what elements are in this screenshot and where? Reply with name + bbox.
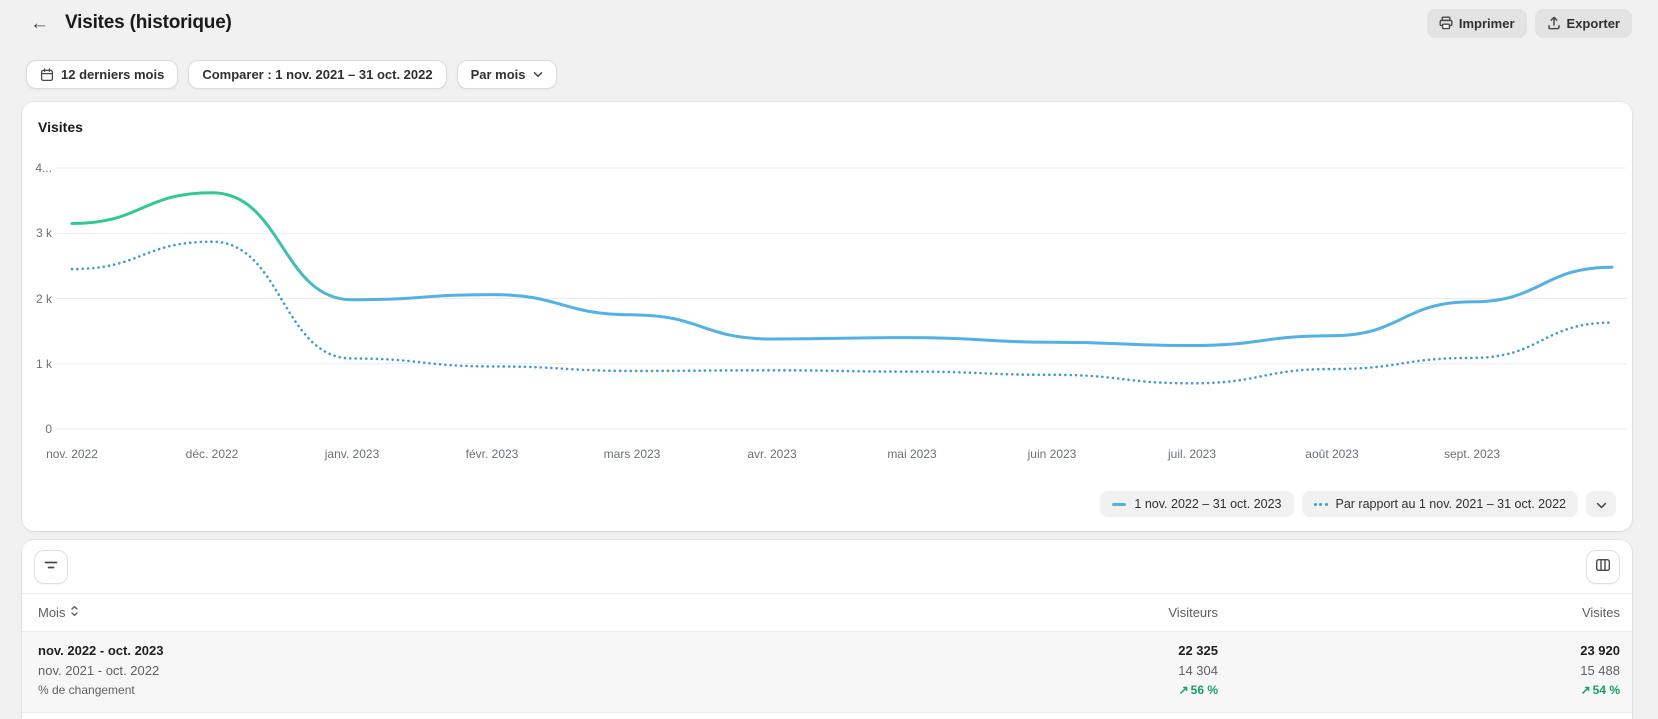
legend-comparison-period[interactable]: Par rapport au 1 nov. 2021 – 31 oct. 202… <box>1301 491 1578 517</box>
page-title: Visites (historique) <box>65 12 232 33</box>
granularity-label: Par mois <box>470 67 526 82</box>
table-toolbar <box>22 540 1632 594</box>
compare-label: Comparer : 1 nov. 2021 – 31 oct. 2022 <box>202 67 433 82</box>
visiteurs-value: 14 304 <box>1178 663 1218 678</box>
date-range-pill[interactable]: 12 derniers mois <box>26 60 179 89</box>
x-axis-tick-label: avr. 2023 <box>747 447 797 461</box>
visits-table-card: Mois Visiteurs Visites nov. 2022 - oct. … <box>22 540 1632 719</box>
table-row-previous-period: nov. 2021 - oct. 2022 14 304 15 488 <box>22 661 1632 681</box>
export-icon <box>1547 16 1561 30</box>
x-axis-tick-label: févr. 2023 <box>465 447 519 461</box>
legend-collapse-button[interactable] <box>1586 491 1616 517</box>
visits-chart-card: Visites 4... 3 k 2 k 1 k 0 nov. 2022 déc. 202… <box>22 102 1632 531</box>
printer-icon <box>1439 16 1453 30</box>
top-bar: ← Visites (historique) Imprimer Exporter <box>0 0 1658 46</box>
chart-legend: 1 nov. 2022 – 31 oct. 2023 Par rapport a… <box>1100 491 1616 517</box>
y-axis-tick-label: 2 k <box>35 291 52 306</box>
x-axis-tick-label: août 2023 <box>1305 447 1359 461</box>
trend-up-icon: ↗ <box>1178 683 1189 697</box>
y-axis-tick-label: 1 k <box>35 356 52 371</box>
date-range-label: 12 derniers mois <box>61 67 165 82</box>
filter-bar: 12 derniers mois Comparer : 1 nov. 2021 … <box>26 60 557 89</box>
export-button-label: Exporter <box>1566 15 1620 31</box>
table-row-percent-change: % de changement ↗ 56 % ↗ 54 % <box>22 681 1632 701</box>
x-axis-tick-label: mars 2023 <box>603 447 661 461</box>
column-header-visiteurs[interactable]: Visiteurs <box>1168 605 1218 620</box>
columns-icon <box>1595 558 1611 575</box>
columns-button[interactable] <box>1586 549 1620 584</box>
visiteurs-change-value: ↗ 56 % <box>1178 683 1218 697</box>
legend-current-period-label: 1 nov. 2022 – 31 oct. 2023 <box>1134 497 1282 511</box>
visites-value: 23 920 <box>1580 643 1620 658</box>
back-button[interactable]: ← <box>26 12 53 35</box>
table-next-row-partial <box>22 713 1632 719</box>
row-label: % de changement <box>38 683 135 697</box>
table-row-group[interactable]: nov. 2022 - oct. 2023 22 325 23 920 nov.… <box>22 632 1632 713</box>
legend-current-period[interactable]: 1 nov. 2022 – 31 oct. 2023 <box>1100 491 1294 517</box>
print-button[interactable]: Imprimer <box>1426 9 1527 37</box>
trend-up-icon: ↗ <box>1580 683 1591 697</box>
legend-comparison-period-label: Par rapport au 1 nov. 2021 – 31 oct. 202… <box>1335 497 1567 511</box>
row-label: nov. 2022 - oct. 2023 <box>38 643 164 658</box>
compare-pill[interactable]: Comparer : 1 nov. 2021 – 31 oct. 2022 <box>188 60 447 89</box>
granularity-pill[interactable]: Par mois <box>456 60 557 89</box>
sort-icon <box>70 605 79 620</box>
visits-line-chart <box>56 167 1626 430</box>
row-label: nov. 2021 - oct. 2022 <box>38 663 160 678</box>
visites-change-value: ↗ 54 % <box>1580 683 1620 697</box>
column-header-mois-label: Mois <box>38 605 66 620</box>
x-axis-tick-label: déc. 2022 <box>185 447 239 461</box>
print-button-label: Imprimer <box>1458 15 1515 31</box>
filter-button[interactable] <box>34 549 68 584</box>
x-axis-tick-label: nov. 2022 <box>46 447 98 461</box>
visites-value: 15 488 <box>1580 663 1620 678</box>
topbar-actions: Imprimer Exporter <box>1426 9 1632 37</box>
table-header-row: Mois Visiteurs Visites <box>22 594 1632 632</box>
visiteurs-value: 22 325 <box>1178 643 1218 658</box>
table-row-current-period: nov. 2022 - oct. 2023 22 325 23 920 <box>22 641 1632 661</box>
filter-icon <box>43 558 59 575</box>
x-axis-tick-label: mai 2023 <box>887 447 937 461</box>
y-axis-tick-label: 0 <box>45 422 52 436</box>
column-header-mois[interactable]: Mois <box>38 605 79 620</box>
x-axis-tick-label: juin 2023 <box>1027 447 1077 461</box>
x-axis-tick-label: janv. 2023 <box>324 447 380 461</box>
x-axis-tick-label: sept. 2023 <box>1443 447 1501 461</box>
dotted-line-swatch-icon <box>1313 502 1328 506</box>
y-axis-tick-label: 4... <box>35 161 52 175</box>
column-header-visites[interactable]: Visites <box>1581 605 1620 620</box>
export-button[interactable]: Exporter <box>1534 9 1632 37</box>
chevron-down-icon <box>1596 497 1607 512</box>
chart-title: Visites <box>38 119 83 135</box>
calendar-icon <box>40 67 54 82</box>
chevron-down-icon <box>533 71 543 78</box>
x-axis-tick-label: juil. 2023 <box>1167 447 1217 461</box>
solid-line-swatch-icon <box>1112 502 1127 506</box>
y-axis-tick-label: 3 k <box>35 226 52 241</box>
